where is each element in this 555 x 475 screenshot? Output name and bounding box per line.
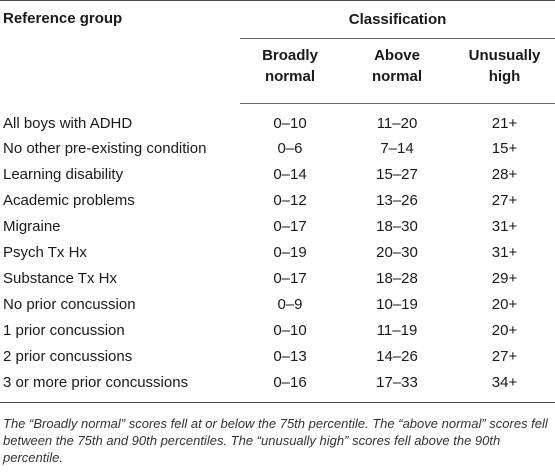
unusually-high-header-line2: high <box>488 68 521 85</box>
above-normal-cell: 17–33 <box>340 370 454 403</box>
unusually-high-cell: 27+ <box>491 348 518 365</box>
table-header: Reference group Classification Broadly n… <box>0 0 555 104</box>
table-row: Psych Tx Hx 0–19 20–30 31+ <box>0 240 555 266</box>
table-row: Academic problems 0–12 13–26 27+ <box>0 188 555 214</box>
reference-group-cell: Academic problems <box>3 192 135 209</box>
unusually-high-header: Unusually high <box>454 38 555 104</box>
above-normal-cell: 11–19 <box>376 322 418 339</box>
broadly-normal-cell: 0–19 <box>273 244 307 261</box>
broadly-normal-header-line1: Broadly <box>262 47 318 64</box>
above-normal-header-line1: Above <box>374 47 420 64</box>
reference-group-cell: Migraine <box>3 218 61 235</box>
reference-group-cell: No other pre-existing condition <box>3 140 207 157</box>
unusually-high-cell: 31+ <box>491 244 518 261</box>
broadly-normal-cell: 0–10 <box>273 115 307 132</box>
reference-group-cell: Learning disability <box>3 166 124 183</box>
unusually-high-cell: 31+ <box>491 218 518 235</box>
broadly-normal-cell: 0–17 <box>273 218 307 235</box>
unusually-high-header-line1: Unusually <box>468 47 541 64</box>
table-row: Substance Tx Hx 0–17 18–28 29+ <box>0 266 555 292</box>
above-normal-cell: 11–20 <box>376 115 418 132</box>
broadly-normal-cell: 0–17 <box>273 270 307 287</box>
above-normal-header: Above normal <box>340 38 454 104</box>
above-normal-cell: 18–28 <box>376 270 418 287</box>
broadly-normal-cell: 0–16 <box>240 370 340 403</box>
reference-group-cell: 2 prior concussions <box>3 348 133 365</box>
reference-group-cell: 3 or more prior concussions <box>0 370 240 403</box>
above-normal-cell: 15–27 <box>376 166 418 183</box>
table-row: Learning disability 0–14 15–27 28+ <box>0 162 555 188</box>
reference-group-header: Reference group <box>0 0 240 104</box>
above-normal-header-line2: normal <box>371 68 422 85</box>
unusually-high-cell: 29+ <box>491 270 518 287</box>
above-normal-cell: 13–26 <box>376 192 418 209</box>
table-body: All boys with ADHD 0–10 11–20 21+ No oth… <box>0 104 555 403</box>
classification-table: Reference group Classification Broadly n… <box>0 0 555 403</box>
above-normal-cell: 14–26 <box>376 348 418 365</box>
unusually-high-cell: 28+ <box>491 166 518 183</box>
table-row: All boys with ADHD 0–10 11–20 21+ <box>0 104 555 137</box>
table-row: 3 or more prior concussions 0–16 17–33 3… <box>0 370 555 403</box>
broadly-normal-cell: 0–10 <box>273 322 307 339</box>
reference-group-cell: Substance Tx Hx <box>3 270 117 287</box>
unusually-high-cell: 15+ <box>491 140 518 157</box>
table-row: No prior concussion 0–9 10–19 20+ <box>0 292 555 318</box>
reference-group-cell: No prior concussion <box>3 296 136 313</box>
reference-group-cell: All boys with ADHD <box>3 114 133 132</box>
above-normal-cell: 10–19 <box>376 296 418 313</box>
classification-header: Classification <box>240 0 555 39</box>
unusually-high-cell: 20+ <box>491 322 518 339</box>
broadly-normal-header-line2: normal <box>264 68 315 85</box>
above-normal-cell: 20–30 <box>376 244 418 261</box>
broadly-normal-cell: 0–9 <box>277 296 303 313</box>
broadly-normal-cell: 0–14 <box>273 166 307 183</box>
table-row: 1 prior concussion 0–10 11–19 20+ <box>0 318 555 344</box>
broadly-normal-cell: 0–12 <box>273 192 307 209</box>
broadly-normal-cell: 0–13 <box>273 348 307 365</box>
above-normal-cell: 7–14 <box>380 140 414 157</box>
reference-group-cell: 1 prior concussion <box>3 322 125 339</box>
table-row: 2 prior concussions 0–13 14–26 27+ <box>0 344 555 370</box>
broadly-normal-header: Broadly normal <box>240 38 340 104</box>
unusually-high-cell: 20+ <box>491 296 518 313</box>
table-row: No other pre-existing condition 0–6 7–14… <box>0 136 555 162</box>
unusually-high-cell: 27+ <box>491 192 518 209</box>
broadly-normal-cell: 0–6 <box>277 140 303 157</box>
above-normal-cell: 18–30 <box>376 218 418 235</box>
reference-group-cell: Psych Tx Hx <box>3 244 87 261</box>
unusually-high-cell: 21+ <box>491 115 518 132</box>
table-row: Migraine 0–17 18–30 31+ <box>0 214 555 240</box>
table-footnote: The “Broadly normal” scores fell at or b… <box>3 416 548 465</box>
unusually-high-cell: 34+ <box>454 370 555 403</box>
